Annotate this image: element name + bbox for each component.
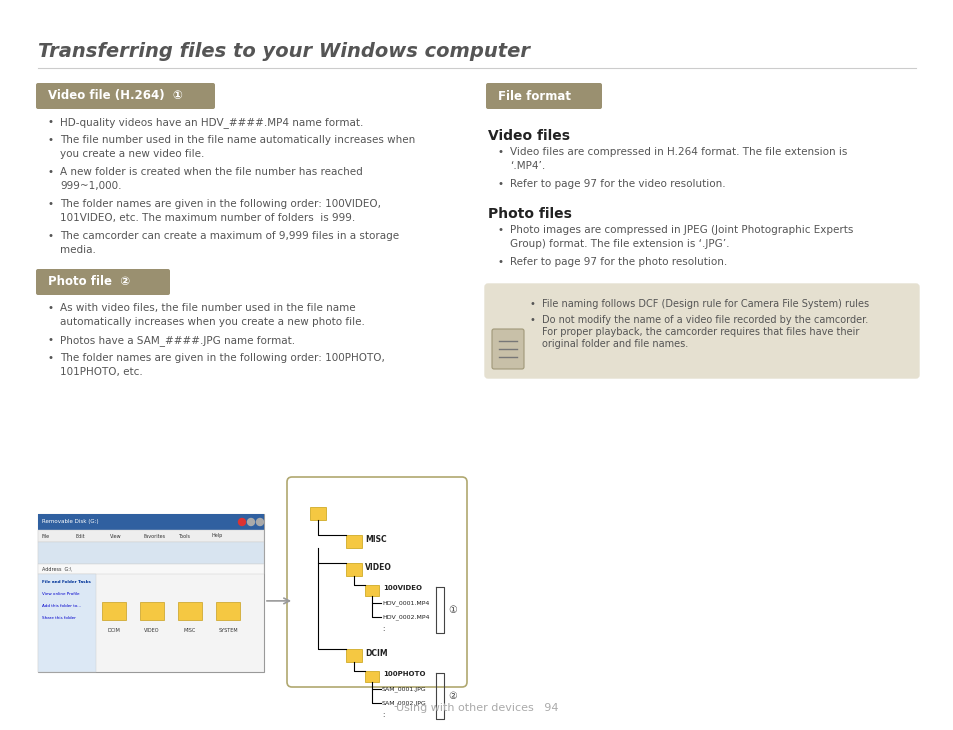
- Text: VIDEO: VIDEO: [144, 628, 159, 633]
- Text: •: •: [48, 303, 54, 313]
- Text: •: •: [497, 179, 503, 189]
- Text: Refer to page 97 for the video resolution.: Refer to page 97 for the video resolutio…: [510, 179, 725, 189]
- Text: Photos have a SAM_####.JPG name format.: Photos have a SAM_####.JPG name format.: [60, 335, 294, 346]
- Text: ①: ①: [448, 605, 456, 615]
- Text: File format: File format: [497, 90, 571, 102]
- Text: For proper playback, the camcorder requires that files have their: For proper playback, the camcorder requi…: [541, 327, 859, 337]
- Text: Help: Help: [212, 534, 223, 539]
- Text: •: •: [497, 147, 503, 157]
- Text: Video files are compressed in H.264 format. The file extension is: Video files are compressed in H.264 form…: [510, 147, 846, 157]
- Text: SAM_0002.JPG: SAM_0002.JPG: [381, 700, 426, 706]
- Text: •: •: [48, 117, 54, 127]
- FancyBboxPatch shape: [346, 649, 361, 662]
- Text: Group) format. The file extension is ‘.JPG’.: Group) format. The file extension is ‘.J…: [510, 239, 729, 249]
- Text: DCIM: DCIM: [365, 648, 387, 658]
- Text: •: •: [48, 353, 54, 363]
- Text: VIDEO: VIDEO: [365, 563, 392, 572]
- FancyBboxPatch shape: [485, 83, 601, 109]
- Text: :: :: [381, 712, 384, 718]
- Text: 101VIDEO, etc. The maximum number of folders  is 999.: 101VIDEO, etc. The maximum number of fol…: [60, 213, 355, 223]
- Circle shape: [238, 518, 245, 526]
- Text: The file number used in the file name automatically increases when: The file number used in the file name au…: [60, 135, 415, 145]
- Text: •: •: [48, 199, 54, 209]
- Text: •: •: [48, 167, 54, 177]
- Text: View online Profile: View online Profile: [42, 592, 79, 596]
- Text: HDV_0002.MP4: HDV_0002.MP4: [381, 614, 429, 620]
- Text: Address  G:\: Address G:\: [42, 566, 71, 572]
- Text: Tools: Tools: [178, 534, 190, 539]
- Text: •: •: [497, 257, 503, 267]
- FancyBboxPatch shape: [38, 564, 264, 574]
- Text: Transferring files to your Windows computer: Transferring files to your Windows compu…: [38, 42, 530, 61]
- Text: •: •: [48, 335, 54, 345]
- FancyBboxPatch shape: [140, 602, 164, 620]
- Text: Video file (H.264)  ①: Video file (H.264) ①: [48, 90, 183, 102]
- Text: SYSTEM: SYSTEM: [218, 628, 237, 633]
- Text: automatically increases when you create a new photo file.: automatically increases when you create …: [60, 317, 364, 327]
- FancyBboxPatch shape: [492, 329, 523, 369]
- Text: Using with other devices   94: Using with other devices 94: [395, 703, 558, 713]
- Text: Edit: Edit: [76, 534, 86, 539]
- FancyBboxPatch shape: [484, 284, 918, 378]
- Text: MISC: MISC: [365, 534, 386, 544]
- Text: SAM_0001.JPG: SAM_0001.JPG: [381, 686, 426, 692]
- FancyBboxPatch shape: [365, 585, 378, 596]
- FancyBboxPatch shape: [346, 563, 361, 576]
- FancyBboxPatch shape: [310, 507, 326, 520]
- FancyBboxPatch shape: [36, 269, 170, 295]
- FancyBboxPatch shape: [365, 671, 378, 682]
- Text: Photo images are compressed in JPEG (Joint Photographic Experts: Photo images are compressed in JPEG (Joi…: [510, 225, 853, 235]
- Text: Do not modify the name of a video file recorded by the camcorder.: Do not modify the name of a video file r…: [541, 315, 867, 325]
- Text: Refer to page 97 for the photo resolution.: Refer to page 97 for the photo resolutio…: [510, 257, 726, 267]
- Text: Add this folder to...: Add this folder to...: [42, 604, 81, 608]
- Text: media.: media.: [60, 245, 95, 255]
- Text: 999~1,000.: 999~1,000.: [60, 181, 121, 191]
- FancyBboxPatch shape: [102, 602, 126, 620]
- Text: The folder names are given in the following order: 100PHOTO,: The folder names are given in the follow…: [60, 353, 384, 363]
- Text: ‘.MP4’.: ‘.MP4’.: [510, 161, 545, 171]
- FancyBboxPatch shape: [38, 542, 264, 564]
- FancyBboxPatch shape: [36, 83, 214, 109]
- Text: Video files: Video files: [488, 129, 569, 143]
- FancyBboxPatch shape: [38, 530, 264, 542]
- Text: File naming follows DCF (Design rule for Camera File System) rules: File naming follows DCF (Design rule for…: [541, 299, 868, 309]
- Circle shape: [256, 518, 263, 526]
- FancyBboxPatch shape: [215, 602, 240, 620]
- Text: •: •: [530, 299, 536, 309]
- Text: View: View: [110, 534, 121, 539]
- Text: The folder names are given in the following order: 100VIDEO,: The folder names are given in the follow…: [60, 199, 380, 209]
- Text: Share this folder: Share this folder: [42, 616, 76, 620]
- FancyBboxPatch shape: [38, 514, 264, 530]
- Text: ②: ②: [448, 691, 456, 701]
- Text: :: :: [381, 626, 384, 632]
- Text: Photo files: Photo files: [488, 207, 571, 221]
- Text: •: •: [48, 231, 54, 241]
- Text: Photo file  ②: Photo file ②: [48, 275, 131, 288]
- FancyBboxPatch shape: [178, 602, 202, 620]
- FancyBboxPatch shape: [38, 514, 264, 672]
- FancyBboxPatch shape: [346, 535, 361, 548]
- Circle shape: [247, 518, 254, 526]
- Text: •: •: [497, 225, 503, 235]
- Text: MISC: MISC: [184, 628, 196, 633]
- Text: As with video files, the file number used in the file name: As with video files, the file number use…: [60, 303, 355, 313]
- Text: original folder and file names.: original folder and file names.: [541, 339, 687, 349]
- Text: File: File: [42, 534, 51, 539]
- Text: The camcorder can create a maximum of 9,999 files in a storage: The camcorder can create a maximum of 9,…: [60, 231, 398, 241]
- Text: HD-quality videos have an HDV_####.MP4 name format.: HD-quality videos have an HDV_####.MP4 n…: [60, 117, 363, 128]
- FancyBboxPatch shape: [287, 477, 467, 687]
- Text: DCIM: DCIM: [108, 628, 120, 633]
- Text: 100PHOTO: 100PHOTO: [382, 671, 425, 677]
- FancyBboxPatch shape: [38, 574, 96, 672]
- Text: 100VIDEO: 100VIDEO: [382, 585, 421, 591]
- Text: HDV_0001.MP4: HDV_0001.MP4: [381, 600, 429, 606]
- Text: Removable Disk (G:): Removable Disk (G:): [42, 520, 98, 524]
- Text: Favorites: Favorites: [144, 534, 166, 539]
- Text: •: •: [530, 315, 536, 325]
- Text: A new folder is created when the file number has reached: A new folder is created when the file nu…: [60, 167, 362, 177]
- Text: 101PHOTO, etc.: 101PHOTO, etc.: [60, 367, 143, 377]
- Text: File and Folder Tasks: File and Folder Tasks: [42, 580, 91, 584]
- Text: •: •: [48, 135, 54, 145]
- Text: you create a new video file.: you create a new video file.: [60, 149, 204, 159]
